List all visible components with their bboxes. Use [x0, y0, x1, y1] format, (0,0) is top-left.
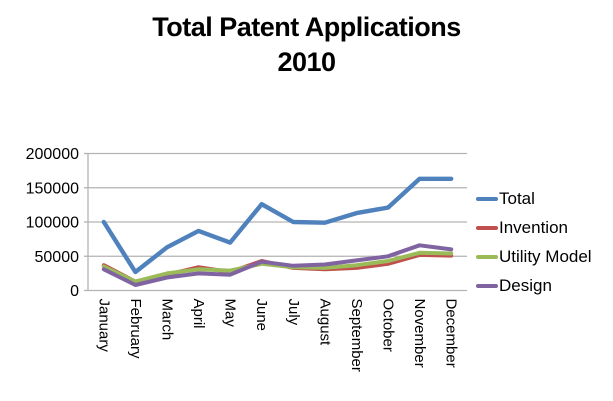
legend-item-total: Total: [476, 189, 592, 208]
y-axis-tick-label: 0: [70, 283, 79, 300]
x-axis-label: August: [316, 299, 333, 347]
chart-legend: Total Invention Utility Model Design: [476, 189, 592, 295]
x-axis-label: June: [253, 299, 270, 332]
chart-title-block: Total Patent Applications 2010: [0, 10, 613, 80]
legend-item-utility-model: Utility Model: [476, 247, 592, 266]
legend-swatch-total: [476, 196, 498, 201]
y-axis-tick-label: 100000: [26, 215, 79, 232]
x-axis-label: April: [190, 299, 207, 329]
series-line-design: [101, 243, 454, 287]
legend-label-design: Design: [499, 275, 552, 295]
legend-swatch-utility-model: [476, 254, 498, 259]
legend-label-total: Total: [499, 188, 535, 208]
x-axis-label: July: [285, 299, 302, 326]
legend-swatch-design: [476, 283, 498, 288]
x-axis-label: May: [222, 299, 239, 328]
legend-item-design: Design: [476, 276, 592, 295]
chart-title: Total Patent Applications: [152, 12, 461, 42]
chart-subtitle: 2010: [277, 47, 336, 77]
x-axis-label: January: [95, 299, 112, 353]
legend-swatch-invention: [476, 225, 498, 230]
x-axis-label: February: [127, 299, 144, 360]
legend-label-utility-model: Utility Model: [499, 246, 592, 266]
y-axis-tick-label: 200000: [26, 146, 79, 163]
x-axis-label: December: [443, 299, 460, 368]
y-axis-tick-label: 50000: [35, 249, 80, 266]
x-axis-label: November: [411, 299, 428, 368]
x-axis-label: March: [158, 299, 175, 341]
y-axis-tick-label: 150000: [26, 180, 79, 197]
legend-item-invention: Invention: [476, 218, 592, 237]
x-axis-label: October: [380, 299, 397, 352]
series-line-total: [101, 176, 454, 275]
legend-label-invention: Invention: [499, 217, 568, 237]
x-axis-label: September: [348, 299, 365, 372]
